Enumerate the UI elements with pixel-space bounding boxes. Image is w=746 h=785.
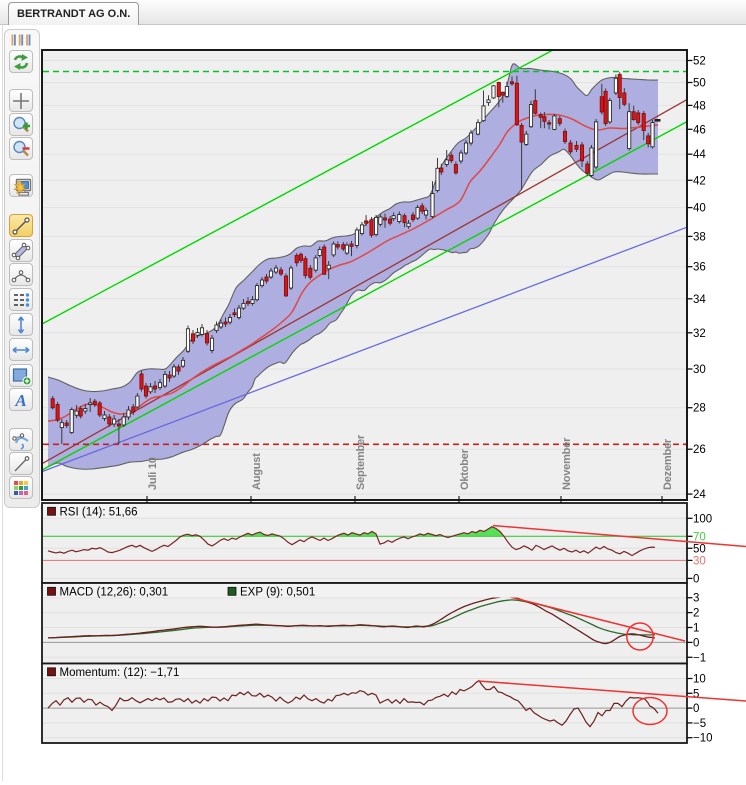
svg-text:70: 70 — [693, 531, 706, 543]
svg-text:50: 50 — [693, 543, 706, 555]
svg-text:August: August — [251, 453, 263, 490]
svg-text:September: September — [355, 434, 367, 490]
svg-text:0: 0 — [693, 573, 699, 585]
svg-text:A: A — [14, 391, 26, 410]
svg-text:24: 24 — [693, 489, 706, 501]
svg-text:Dezember: Dezember — [662, 438, 674, 490]
svg-text:36: 36 — [693, 262, 706, 274]
svg-text:0: 0 — [693, 637, 699, 649]
svg-text:3: 3 — [693, 593, 699, 605]
svg-text:−5: −5 — [693, 718, 706, 730]
svg-text:42: 42 — [693, 175, 706, 187]
svg-text:34: 34 — [693, 294, 706, 306]
svg-text:Oktober: Oktober — [459, 448, 471, 490]
svg-text:5: 5 — [693, 688, 699, 700]
svg-text:46: 46 — [693, 124, 706, 136]
svg-text:40: 40 — [693, 203, 706, 215]
svg-text:52: 52 — [693, 56, 706, 68]
svg-text:44: 44 — [693, 149, 706, 161]
svg-text:1: 1 — [693, 623, 699, 635]
svg-text:MACD (12,26): 0,301: MACD (12,26): 0,301 — [60, 586, 169, 598]
svg-text:30: 30 — [693, 555, 706, 567]
svg-text:26: 26 — [693, 444, 706, 456]
svg-text:38: 38 — [693, 231, 706, 243]
svg-text:10: 10 — [693, 674, 706, 686]
svg-text:2: 2 — [693, 608, 699, 620]
svg-text:−10: −10 — [693, 733, 713, 745]
svg-text:100: 100 — [693, 513, 712, 525]
svg-text:32: 32 — [693, 328, 706, 340]
svg-text:Momentum: (12): −1,71: Momentum: (12): −1,71 — [60, 667, 180, 679]
svg-text:RSI (14): 51,66: RSI (14): 51,66 — [60, 506, 138, 518]
svg-text:Juli 10: Juli 10 — [147, 457, 159, 490]
svg-text:50: 50 — [693, 78, 706, 90]
svg-text:30: 30 — [693, 364, 706, 376]
svg-text:28: 28 — [693, 403, 706, 415]
svg-text:November: November — [561, 437, 573, 490]
svg-text:0: 0 — [693, 703, 699, 715]
svg-text:48: 48 — [693, 100, 706, 112]
svg-text:EXP (9): 0,501: EXP (9): 0,501 — [240, 586, 315, 598]
svg-text:−1: −1 — [693, 652, 706, 664]
